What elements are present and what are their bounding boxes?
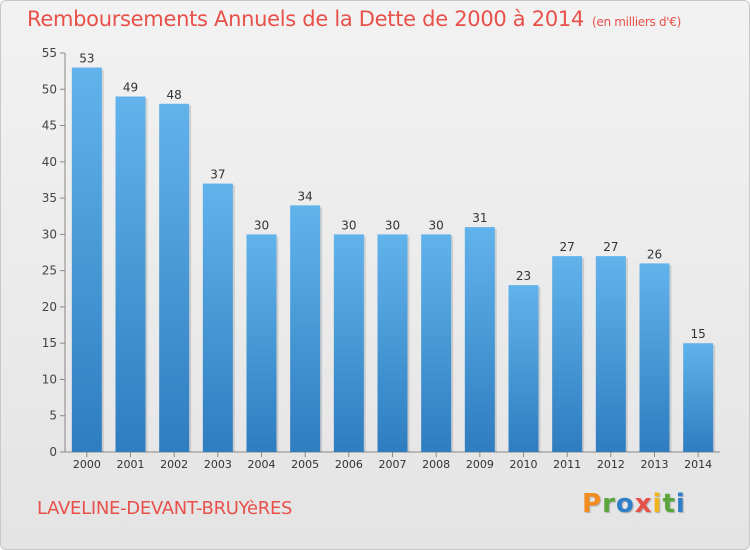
data-label: 27 xyxy=(560,240,575,254)
bar-2009 xyxy=(464,227,495,452)
x-tick-label: 2010 xyxy=(510,458,538,471)
x-tick-label: 2009 xyxy=(466,458,494,471)
x-tick-label: 2012 xyxy=(597,458,625,471)
chart-axes: 0 5 10 15 20 25 30 35 40 45 50 55 2000 2001 2002 2003 20… xyxy=(42,46,720,471)
y-tick-label: 40 xyxy=(42,155,57,169)
y-tick-label: 25 xyxy=(42,264,57,278)
data-label: 27 xyxy=(603,240,618,254)
x-tick-label: 2002 xyxy=(160,458,188,471)
logo-letter: i xyxy=(675,489,686,519)
bar-2003 xyxy=(202,183,233,452)
data-label: 34 xyxy=(298,189,313,203)
y-tick-label: 55 xyxy=(42,46,57,60)
x-tick-label: 2006 xyxy=(335,458,363,471)
data-label: 30 xyxy=(341,218,356,232)
bar-2013 xyxy=(639,263,670,452)
y-tick-label: 45 xyxy=(42,119,57,133)
data-label: 30 xyxy=(385,218,400,232)
data-label: 30 xyxy=(254,218,269,232)
y-tick-label: 30 xyxy=(42,227,57,241)
logo-letter: i xyxy=(652,489,663,519)
data-label: 37 xyxy=(210,168,225,182)
y-tick-label: 50 xyxy=(42,82,57,96)
chart-title-text: Remboursements Annuels de la Dette de 20… xyxy=(27,7,584,31)
x-tick-label: 2001 xyxy=(117,458,145,471)
chart-unit: (en milliers d'€) xyxy=(592,15,682,29)
data-label: 53 xyxy=(79,52,94,66)
bar-2000 xyxy=(71,67,102,452)
data-label: 15 xyxy=(691,327,706,341)
bar-2012 xyxy=(595,256,626,452)
logo-letter: P xyxy=(582,489,603,519)
y-tick-label: 5 xyxy=(49,409,57,423)
bar-2004 xyxy=(246,234,277,452)
data-label: 26 xyxy=(647,247,662,261)
x-tick-label: 2011 xyxy=(553,458,581,471)
chart-title: Remboursements Annuels de la Dette de 20… xyxy=(27,7,681,31)
bar-2010 xyxy=(508,285,539,452)
proxiti-logo[interactable]: Proxiti xyxy=(582,489,686,519)
data-label: 49 xyxy=(123,81,138,95)
x-tick-label: 2005 xyxy=(291,458,319,471)
y-tick-label: 20 xyxy=(42,300,57,314)
y-tick-label: 10 xyxy=(42,372,57,386)
bar-2001 xyxy=(115,96,146,452)
logo-letter: o xyxy=(615,489,635,519)
x-tick-label: 2007 xyxy=(379,458,407,471)
bar-2011 xyxy=(552,256,583,452)
data-label: 23 xyxy=(516,269,531,283)
bar-2008 xyxy=(421,234,452,452)
data-label: 31 xyxy=(472,211,487,225)
bar-2006 xyxy=(333,234,364,452)
data-label: 48 xyxy=(167,88,182,102)
y-tick-label: 0 xyxy=(49,445,57,459)
bar-2005 xyxy=(290,205,321,452)
logo-letter: r xyxy=(602,489,616,519)
chart-data-labels: 53 49 48 37 30 34 30 30 30 31 23 27 27 26 15 xyxy=(79,52,706,342)
bar-2007 xyxy=(377,234,408,452)
x-tick-label: 2013 xyxy=(641,458,669,471)
y-tick-label: 35 xyxy=(42,191,57,205)
bar-2014 xyxy=(683,343,714,452)
chart-bars xyxy=(71,67,716,453)
x-tick-label: 2008 xyxy=(422,458,450,471)
logo-letter: x xyxy=(634,489,653,519)
x-tick-label: 2000 xyxy=(73,458,101,471)
bar-2002 xyxy=(159,103,190,453)
logo-letter: t xyxy=(662,489,676,519)
y-tick-label: 15 xyxy=(42,336,57,350)
x-tick-label: 2003 xyxy=(204,458,232,471)
city-name: LAVELINE-DEVANT-BRUYèRES xyxy=(37,498,293,519)
x-tick-label: 2014 xyxy=(684,458,712,471)
data-label: 30 xyxy=(429,218,444,232)
x-tick-label: 2004 xyxy=(248,458,276,471)
